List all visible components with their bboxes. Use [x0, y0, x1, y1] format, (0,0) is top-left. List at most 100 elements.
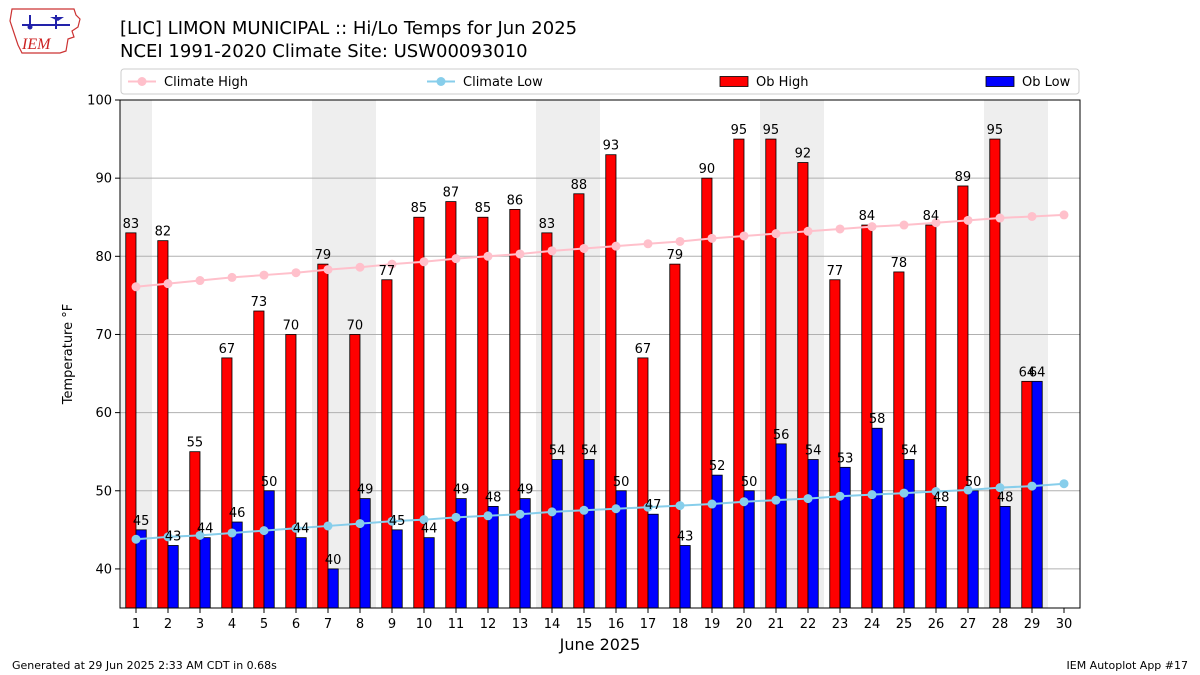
- ob-low-label-day-24: 58: [869, 412, 886, 427]
- ytick-label-80: 80: [95, 250, 112, 265]
- footer-generated-text: Generated at 29 Jun 2025 2:33 AM CDT in …: [12, 659, 277, 672]
- xtick-label-11: 11: [448, 617, 465, 632]
- ob-low-label-day-19: 52: [709, 459, 726, 474]
- climate-high-point-day-21: [771, 229, 781, 239]
- ob-low-label-day-18: 43: [677, 529, 694, 544]
- ytick-label-40: 40: [95, 562, 112, 577]
- ob-high-bar-day-21: [765, 138, 777, 609]
- xtick-label-24: 24: [864, 617, 881, 632]
- x-axis-ticks: 1 2 3 4 5 6 7 8 9 10 11 12 13 14 15 16 17 18 19 20 21 22 23 24 2…: [132, 608, 1072, 632]
- ob-low-bar-day-29: [1031, 380, 1043, 609]
- climate-low-point-day-19: [707, 499, 717, 509]
- ob-low-bar-day-9: [391, 529, 403, 609]
- ob-high-bar-day-4: [221, 357, 233, 609]
- ob-high-bar-day-13: [509, 209, 521, 609]
- ob-low-bar-day-23: [839, 466, 851, 609]
- ob-low-label-day-16: 50: [613, 475, 630, 490]
- ob-low-bar-day-3: [199, 537, 211, 609]
- ob-high-label-day-22: 92: [795, 147, 812, 162]
- climate-low-point-day-2: [163, 532, 173, 542]
- climate-low-line: [135, 482, 1065, 541]
- ob-high-label-day-27: 89: [955, 170, 972, 185]
- climate-low-point-day-12: [483, 511, 493, 521]
- climate-high-point-day-28: [995, 213, 1005, 223]
- xtick-label-15: 15: [576, 617, 593, 632]
- climate-high-point-day-27: [963, 215, 973, 225]
- ob-low-label-day-29: 64: [1029, 365, 1046, 380]
- ob-high-label-day-14: 83: [539, 217, 556, 232]
- ob-low-bar-day-14: [551, 459, 563, 609]
- xtick-label-22: 22: [800, 617, 817, 632]
- ob-low-label-day-9: 45: [389, 514, 406, 529]
- xtick-label-18: 18: [672, 617, 689, 632]
- ob-low-label-day-12: 48: [485, 490, 502, 505]
- ob-low-label-day-21: 56: [773, 428, 790, 443]
- ob-high-label-day-2: 82: [155, 225, 172, 240]
- ob-low-bar-day-17: [647, 513, 659, 609]
- x-axis-label: June 2025: [559, 635, 641, 654]
- climate-low-point-day-20: [739, 497, 749, 507]
- ob-high-label-day-23: 77: [827, 264, 844, 279]
- climate-high-point-day-18: [675, 236, 685, 246]
- ob-high-label-day-20: 95: [731, 123, 748, 138]
- climate-high-point-day-30: [1059, 210, 1069, 220]
- climate-low-point-day-30: [1059, 479, 1069, 489]
- climate-low-point-day-8: [355, 519, 365, 529]
- ob-low-bar-day-20: [743, 490, 755, 609]
- ob-high-label-day-7: 79: [315, 248, 332, 263]
- climate-high-point-day-29: [1027, 211, 1037, 221]
- xtick-label-27: 27: [960, 617, 977, 632]
- ob-high-label-day-18: 79: [667, 248, 684, 263]
- climate-high-point-day-7: [323, 265, 333, 275]
- ob-low-label-day-20: 50: [741, 475, 758, 490]
- ob-high-bar-day-8: [349, 334, 361, 609]
- ob-high-bar-day-19: [701, 177, 713, 609]
- xtick-label-9: 9: [388, 617, 396, 632]
- ob-high-bar-day-23: [829, 279, 841, 609]
- legend-ob-low-label: Ob Low: [1022, 75, 1071, 90]
- ob-low-label-day-22: 54: [805, 444, 822, 459]
- climate-high-point-day-13: [515, 249, 525, 259]
- y-axis-ticks: 40 50 60 70 80 90 100: [87, 94, 120, 577]
- legend-ob-low-swatch: [985, 76, 1015, 87]
- ob-low-label-day-15: 54: [581, 444, 598, 459]
- climate-low-point-day-14: [547, 507, 557, 517]
- climate-high-point-day-12: [483, 251, 493, 261]
- climate-low-point-day-27: [963, 485, 973, 495]
- climate-lines: [131, 210, 1069, 544]
- ob-high-bar-day-2: [157, 240, 169, 609]
- y-axis-label: Temperature °F: [61, 304, 76, 405]
- climate-low-point-day-25: [899, 488, 909, 498]
- ob-high-label-day-17: 67: [635, 342, 652, 357]
- climate-low-point-day-21: [771, 495, 781, 505]
- ob-high-label-day-10: 85: [411, 201, 428, 216]
- ob-high-bar-day-9: [381, 279, 393, 609]
- climate-low-point-day-24: [867, 490, 877, 500]
- ob-high-bar-day-28: [989, 138, 1001, 609]
- ob-high-bar-day-29: [1021, 380, 1033, 609]
- ob-high-label-day-26: 84: [923, 209, 940, 224]
- ob-high-label-day-28: 95: [987, 123, 1004, 138]
- climate-low-point-day-6: [291, 523, 301, 533]
- climate-low-point-day-29: [1027, 481, 1037, 491]
- ob-low-bar-day-25: [903, 459, 915, 609]
- xtick-label-10: 10: [416, 617, 433, 632]
- ob-low-label-day-17: 47: [645, 498, 662, 513]
- climate-low-point-day-16: [611, 504, 621, 514]
- ob-high-label-day-11: 87: [443, 186, 460, 201]
- ob-high-bar-day-26: [925, 224, 937, 609]
- climate-high-point-day-9: [387, 259, 397, 269]
- legend-climate-high-label: Climate High: [164, 75, 248, 90]
- ytick-label-50: 50: [95, 484, 112, 499]
- climate-high-point-day-25: [899, 220, 909, 230]
- ob-low-bar-day-12: [487, 505, 499, 609]
- footer-app-text: IEM Autoplot App #17: [1066, 659, 1189, 672]
- ob-high-label-day-8: 70: [347, 318, 364, 333]
- climate-high-point-day-2: [163, 279, 173, 289]
- chart-title: [LIC] LIMON MUNICIPAL :: Hi/Lo Temps for…: [120, 18, 578, 39]
- xtick-label-6: 6: [292, 617, 300, 632]
- xtick-label-26: 26: [928, 617, 945, 632]
- climate-low-point-day-4: [227, 528, 237, 538]
- xtick-label-21: 21: [768, 617, 785, 632]
- legend-climate-low-label: Climate Low: [463, 75, 543, 90]
